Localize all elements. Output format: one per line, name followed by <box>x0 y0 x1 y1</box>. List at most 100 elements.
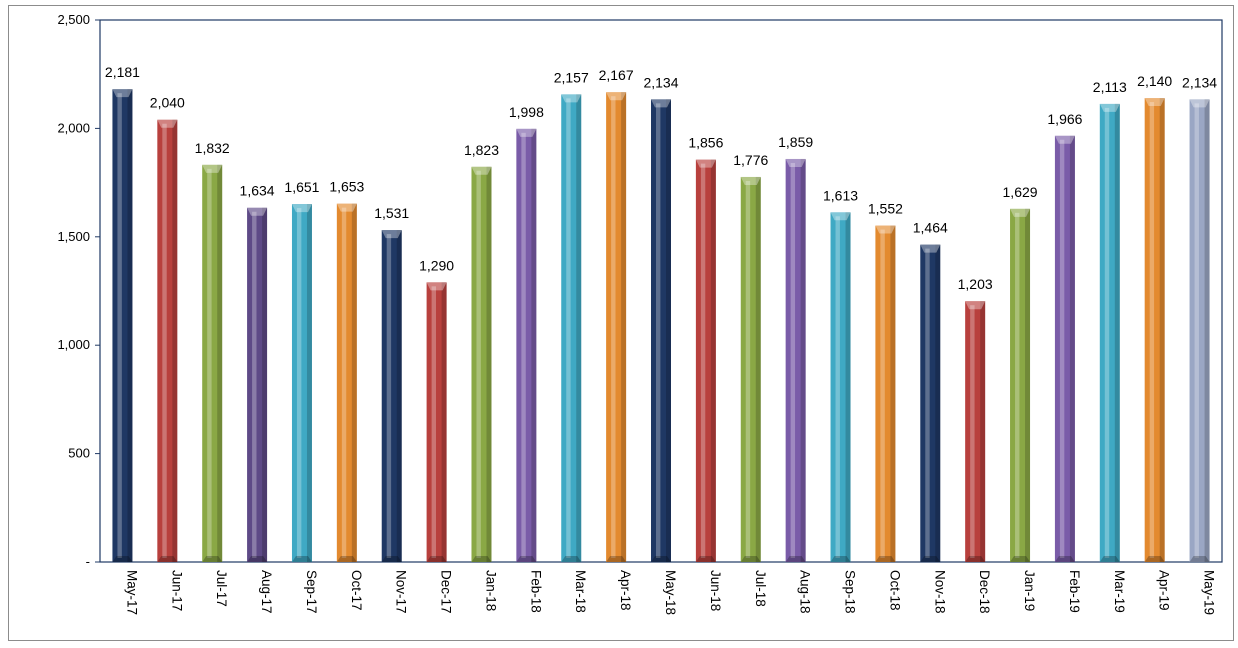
data-label: 1,856 <box>688 135 723 151</box>
x-tick-label: Apr-18 <box>618 570 633 611</box>
bar-shade <box>710 159 716 562</box>
bar <box>1189 99 1210 562</box>
data-label: 1,613 <box>823 187 858 203</box>
bar-body <box>920 244 941 562</box>
y-tick-label: 2,000 <box>57 120 90 135</box>
data-label: 1,859 <box>778 134 813 150</box>
bar-shade <box>1069 135 1075 563</box>
bar-bottom-bevel <box>291 556 312 562</box>
x-tick-label: Dec-18 <box>977 570 992 614</box>
bar-highlight <box>1015 212 1020 558</box>
bar-shade <box>262 207 268 563</box>
bar-shade <box>1025 208 1031 562</box>
bar-bottom-bevel <box>875 556 896 562</box>
bar <box>1144 98 1165 562</box>
bar-top-bevel <box>1054 135 1075 144</box>
data-label: 2,113 <box>1093 79 1127 95</box>
bar-highlight <box>431 286 436 558</box>
x-tick-label: Oct-18 <box>887 570 902 611</box>
bar-highlight <box>252 211 257 559</box>
bar-body <box>291 204 312 562</box>
bar-bottom-bevel <box>112 556 133 562</box>
bar-top-bevel <box>1189 99 1210 108</box>
data-label: 2,040 <box>150 95 185 111</box>
y-tick-label: - <box>86 554 90 569</box>
bar-shade <box>217 164 223 563</box>
data-label: 1,531 <box>374 205 409 221</box>
axes: - 500 1,000 1,500 2,000 2,500 <box>57 12 1223 569</box>
data-label: 2,157 <box>554 69 589 85</box>
bar-body <box>965 301 986 562</box>
bar-highlight <box>656 103 661 558</box>
bar-bottom-bevel <box>247 556 268 562</box>
bar <box>830 212 851 562</box>
x-tick-label: May-18 <box>663 570 678 615</box>
x-tick-label: Apr-19 <box>1157 570 1172 611</box>
data-label: 1,634 <box>240 183 275 199</box>
data-label: 1,552 <box>868 201 903 217</box>
x-tick-label: May-19 <box>1202 570 1217 615</box>
bar-body <box>381 230 402 562</box>
y-tick-label: 500 <box>68 446 90 461</box>
bar-bottom-bevel <box>1144 556 1165 562</box>
bar-highlight <box>476 170 481 558</box>
bar-highlight <box>566 98 571 558</box>
bar-shade <box>127 89 133 562</box>
bar-body <box>606 92 627 562</box>
bar <box>695 159 716 562</box>
bar-bottom-bevel <box>336 556 357 562</box>
bar <box>471 166 492 562</box>
bar-highlight <box>162 123 167 558</box>
bar-top-bevel <box>202 164 223 173</box>
bar-top-bevel <box>1099 103 1120 112</box>
bar-shade <box>351 203 357 563</box>
bar-shade <box>800 158 806 562</box>
bar-top-bevel <box>651 99 671 108</box>
bar-shade <box>1114 103 1120 562</box>
x-tick-label: Jun-18 <box>708 570 723 611</box>
x-tick-label: May-17 <box>124 570 139 615</box>
bar-top-bevel <box>112 89 133 98</box>
bar <box>1054 135 1075 563</box>
bar-top-bevel <box>1144 98 1165 107</box>
bar-highlight <box>207 168 212 559</box>
data-label: 1,776 <box>733 152 768 168</box>
bar-body <box>740 176 761 562</box>
bar-body <box>695 159 716 562</box>
x-tick-label: Oct-17 <box>349 570 364 611</box>
bar-top-bevel <box>965 301 986 310</box>
x-tick-label: Aug-17 <box>259 570 274 614</box>
bar <box>336 203 357 563</box>
bar-highlight <box>1194 103 1199 558</box>
x-tick-label: Jun-17 <box>169 570 184 611</box>
bar-highlight <box>521 132 526 558</box>
bar-highlight <box>117 93 122 558</box>
bar <box>381 230 402 562</box>
bar-body <box>1189 99 1210 562</box>
bar <box>651 99 671 562</box>
bar <box>740 176 761 562</box>
x-tick-label: Sep-17 <box>304 570 319 614</box>
data-label: 2,134 <box>1182 74 1217 90</box>
bar-shade <box>396 230 402 562</box>
bar-shade <box>1159 98 1165 562</box>
bar-shade <box>172 119 178 562</box>
x-tick-label: Jul-18 <box>753 570 768 607</box>
bar-bottom-bevel <box>1010 556 1031 562</box>
bar-highlight <box>296 208 302 558</box>
bar-body <box>1010 208 1031 562</box>
data-label: 2,140 <box>1137 73 1172 89</box>
bar-shade <box>1204 99 1210 562</box>
bar <box>247 207 268 563</box>
bar-top-bevel <box>740 176 761 185</box>
bar-highlight <box>700 163 706 558</box>
x-tick-label: Nov-18 <box>932 570 947 614</box>
bar-bottom-bevel <box>695 556 716 562</box>
bar-top-bevel <box>157 119 178 128</box>
y-tick-label: 1,000 <box>57 337 90 352</box>
bar <box>202 164 223 563</box>
bar-top-bevel <box>785 158 806 167</box>
bar-top-bevel <box>471 166 492 175</box>
bar-body <box>247 207 268 563</box>
